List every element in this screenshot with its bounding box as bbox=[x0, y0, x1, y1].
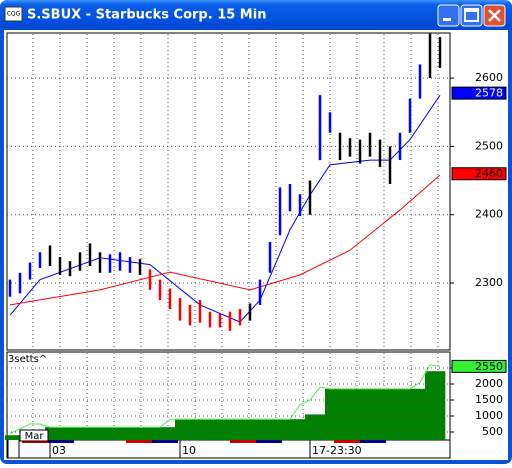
indicator-step bbox=[195, 419, 206, 440]
y-tick-label: 2400 bbox=[475, 208, 503, 221]
indicator-step bbox=[245, 419, 256, 440]
title-bar bbox=[0, 0, 512, 30]
indicator-step bbox=[375, 388, 386, 440]
indicator-line bbox=[9, 364, 441, 435]
indicator-step bbox=[415, 388, 426, 440]
indicator-step bbox=[75, 427, 86, 440]
x-annotation-box bbox=[19, 429, 49, 442]
indicator-step bbox=[135, 427, 146, 440]
indicator-step bbox=[105, 427, 116, 440]
indicator-step bbox=[265, 419, 276, 440]
indicator-step bbox=[305, 414, 316, 440]
y-tick-label: 2500 bbox=[475, 139, 503, 152]
indicator-step bbox=[255, 419, 266, 440]
indicator-step bbox=[345, 388, 356, 440]
y-tick-label: 2000 bbox=[475, 377, 503, 390]
indicator-step bbox=[175, 419, 186, 440]
moving-average bbox=[9, 94, 441, 323]
indicator-step bbox=[225, 419, 236, 440]
last-value-box bbox=[451, 86, 507, 100]
indicator-step bbox=[275, 419, 286, 440]
indicator-step bbox=[395, 388, 406, 440]
indicator-step bbox=[325, 388, 336, 440]
last-value-label: 2460 bbox=[475, 167, 503, 180]
x-annotation: Mar bbox=[25, 431, 45, 442]
maximize-button[interactable] bbox=[460, 4, 483, 27]
last-value-label: 2578 bbox=[475, 87, 503, 100]
app-icon-text: CQG bbox=[7, 11, 21, 18]
indicator-step bbox=[235, 419, 246, 440]
indicator-step bbox=[65, 427, 76, 440]
last-value-box bbox=[451, 167, 507, 181]
indicator-step bbox=[165, 427, 176, 440]
indicator-step bbox=[205, 419, 216, 440]
indicator-step bbox=[405, 388, 416, 440]
close-button[interactable] bbox=[483, 4, 506, 27]
indicator-step bbox=[435, 371, 446, 440]
y-tick-label: 500 bbox=[482, 425, 503, 438]
y-tick-label: 1000 bbox=[475, 409, 503, 422]
moving-average bbox=[9, 174, 441, 306]
indicator-step bbox=[295, 419, 306, 440]
indicator-step bbox=[155, 427, 166, 440]
indicator-step bbox=[125, 427, 136, 440]
y-tick-label: 2300 bbox=[475, 276, 503, 289]
indicator-step bbox=[365, 388, 376, 440]
app-icon bbox=[4, 6, 23, 22]
indicator-step bbox=[185, 419, 196, 440]
y-tick-label: 2600 bbox=[475, 71, 503, 84]
indicator-step bbox=[335, 388, 346, 440]
indicator-step bbox=[285, 419, 296, 440]
indicator-step bbox=[115, 427, 126, 440]
last-value-label: 2550 bbox=[475, 360, 503, 373]
y-tick-label: 1500 bbox=[475, 393, 503, 406]
indicator-step bbox=[55, 427, 66, 440]
indicator-step bbox=[85, 427, 96, 440]
last-value-box bbox=[451, 359, 507, 373]
x-tick-label: 17-23:30 bbox=[312, 444, 362, 457]
indicator-step bbox=[355, 388, 366, 440]
x-tick-label: 03 bbox=[52, 444, 66, 457]
indicator-step bbox=[425, 371, 436, 440]
indicator-title: 3setts^ bbox=[8, 354, 47, 365]
price-panel bbox=[6, 32, 451, 351]
indicator-step bbox=[215, 419, 226, 440]
minimize-button[interactable] bbox=[437, 4, 460, 27]
x-tick-label: 10 bbox=[182, 444, 196, 457]
indicator-step bbox=[95, 427, 106, 440]
indicator-step bbox=[5, 435, 16, 440]
indicator-step bbox=[385, 388, 396, 440]
indicator-step bbox=[45, 427, 56, 440]
scroll-box[interactable] bbox=[7, 437, 20, 459]
indicator-step bbox=[145, 427, 156, 440]
window-title: S.SBUX - Starbucks Corp. 15 Min bbox=[27, 8, 266, 23]
indicator-step bbox=[315, 414, 326, 440]
